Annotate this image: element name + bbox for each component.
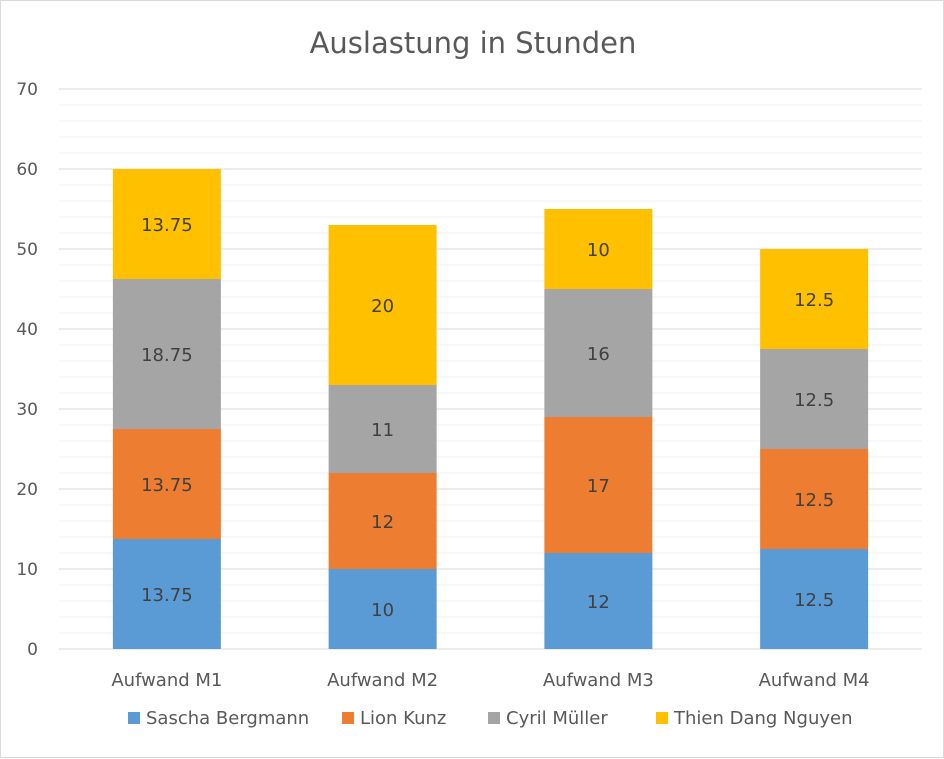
x-tick-label: Aufwand M1: [111, 670, 222, 691]
data-labels: 13.75 13.75 18.75 13.75 10 12 11 20 12 17 16 10 12.5…: [141, 215, 834, 621]
data-label: 17: [587, 476, 610, 497]
data-label: 12.5: [794, 290, 834, 311]
data-label: 11: [371, 420, 394, 441]
data-label: 12.5: [794, 490, 834, 511]
data-label: 18.75: [141, 345, 193, 366]
data-label: 10: [371, 600, 394, 621]
legend-label: Lion Kunz: [360, 708, 446, 729]
legend-swatch: [128, 712, 140, 724]
bar-segment: [328, 385, 437, 473]
axes: 0 10 20 30 40 50 60 70 Aufwand M1 Aufwand M2 Aufwa…: [16, 80, 869, 691]
y-tick-label: 10: [16, 560, 38, 580]
x-tick-label: Aufwand M4: [759, 670, 870, 691]
data-label: 12.5: [794, 390, 834, 411]
data-label: 20: [371, 296, 394, 317]
bar-segment: [544, 289, 653, 417]
data-label: 13.75: [141, 215, 193, 236]
data-label: 10: [587, 240, 610, 261]
legend-swatch: [656, 712, 668, 724]
legend-swatch: [342, 712, 354, 724]
bar-segment: [112, 429, 221, 539]
y-tick-label: 60: [16, 160, 38, 180]
x-tick-label: Aufwand M3: [543, 670, 654, 691]
bar-segment: [328, 569, 437, 649]
bar-segment: [760, 249, 869, 349]
y-tick-label: 70: [16, 80, 38, 100]
legend-label: Cyril Müller: [506, 708, 608, 729]
bar-segment: [112, 279, 221, 429]
legend-swatch: [488, 712, 500, 724]
bar-segment: [760, 449, 869, 549]
data-label: 13.75: [141, 585, 193, 606]
bar-segment: [112, 539, 221, 649]
bar-segment: [760, 349, 869, 449]
data-label: 12: [371, 512, 394, 533]
y-tick-label: 20: [16, 480, 38, 500]
bars: [112, 169, 869, 649]
y-tick-label: 40: [16, 320, 38, 340]
data-label: 13.75: [141, 475, 193, 496]
bar-segment: [544, 209, 653, 289]
bar-segment: [544, 553, 653, 649]
bar-segment: [544, 417, 653, 553]
bar-segment: [328, 473, 437, 569]
y-tick-label: 0: [27, 640, 38, 660]
bar-segment: [328, 225, 437, 385]
x-tick-label: Aufwand M2: [327, 670, 438, 691]
bar-segment: [112, 169, 221, 279]
data-label: 16: [587, 344, 610, 365]
chart-title: Auslastung in Stunden: [310, 26, 637, 60]
y-tick-label: 50: [16, 240, 38, 260]
legend-label: Sascha Bergmann: [146, 708, 309, 729]
y-tick-label: 30: [16, 400, 38, 420]
legend-label: Thien Dang Nguyen: [673, 708, 853, 729]
data-label: 12: [587, 592, 610, 613]
data-label: 12.5: [794, 590, 834, 611]
legend: Sascha Bergmann Lion Kunz Cyril Müller Thie…: [128, 708, 853, 729]
bar-segment: [760, 549, 869, 649]
